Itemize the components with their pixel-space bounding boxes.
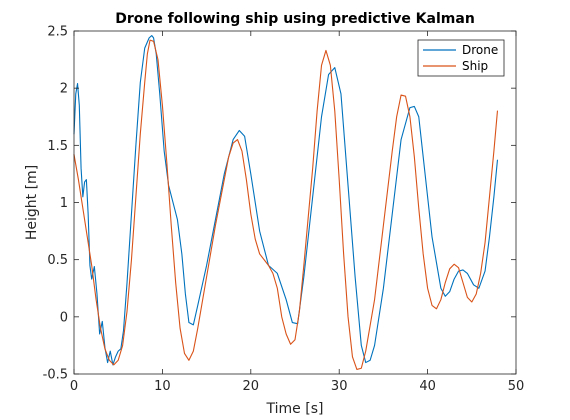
- x-tick-label: 40: [419, 379, 436, 394]
- y-tick-label: 2.5: [47, 25, 68, 40]
- legend-label-ship: Ship: [462, 59, 488, 73]
- x-tick-label: 30: [331, 379, 348, 394]
- chart-title: Drone following ship using predictive Ka…: [115, 11, 475, 27]
- y-axis-label: Height [m]: [24, 165, 40, 240]
- y-tick-label: -0.5: [43, 368, 68, 383]
- series-layer: [73, 35, 498, 370]
- legend: Drone Ship: [417, 39, 505, 77]
- series-line-drone: [73, 35, 498, 366]
- series-line-ship: [73, 39, 498, 370]
- y-tick-label: 1: [60, 196, 68, 211]
- plot-background: [74, 31, 516, 374]
- plot-area: [74, 31, 516, 374]
- y-tick-label: 1.5: [47, 139, 68, 154]
- x-tick-label: 20: [243, 379, 260, 394]
- legend-box: [417, 39, 505, 77]
- y-tick-label: 0: [60, 310, 68, 325]
- legend-label-drone: Drone: [462, 43, 498, 57]
- x-tick-label: 0: [70, 379, 78, 394]
- x-axis-label: Time [s]: [266, 401, 324, 417]
- x-tick-label: 10: [154, 379, 171, 394]
- tick-layer: 0 10 20 30 40 50-0.500.511.522.5: [43, 25, 525, 395]
- y-tick-label: 0.5: [47, 253, 68, 268]
- x-tick-label: 50: [508, 379, 525, 394]
- y-tick-label: 2: [60, 82, 68, 97]
